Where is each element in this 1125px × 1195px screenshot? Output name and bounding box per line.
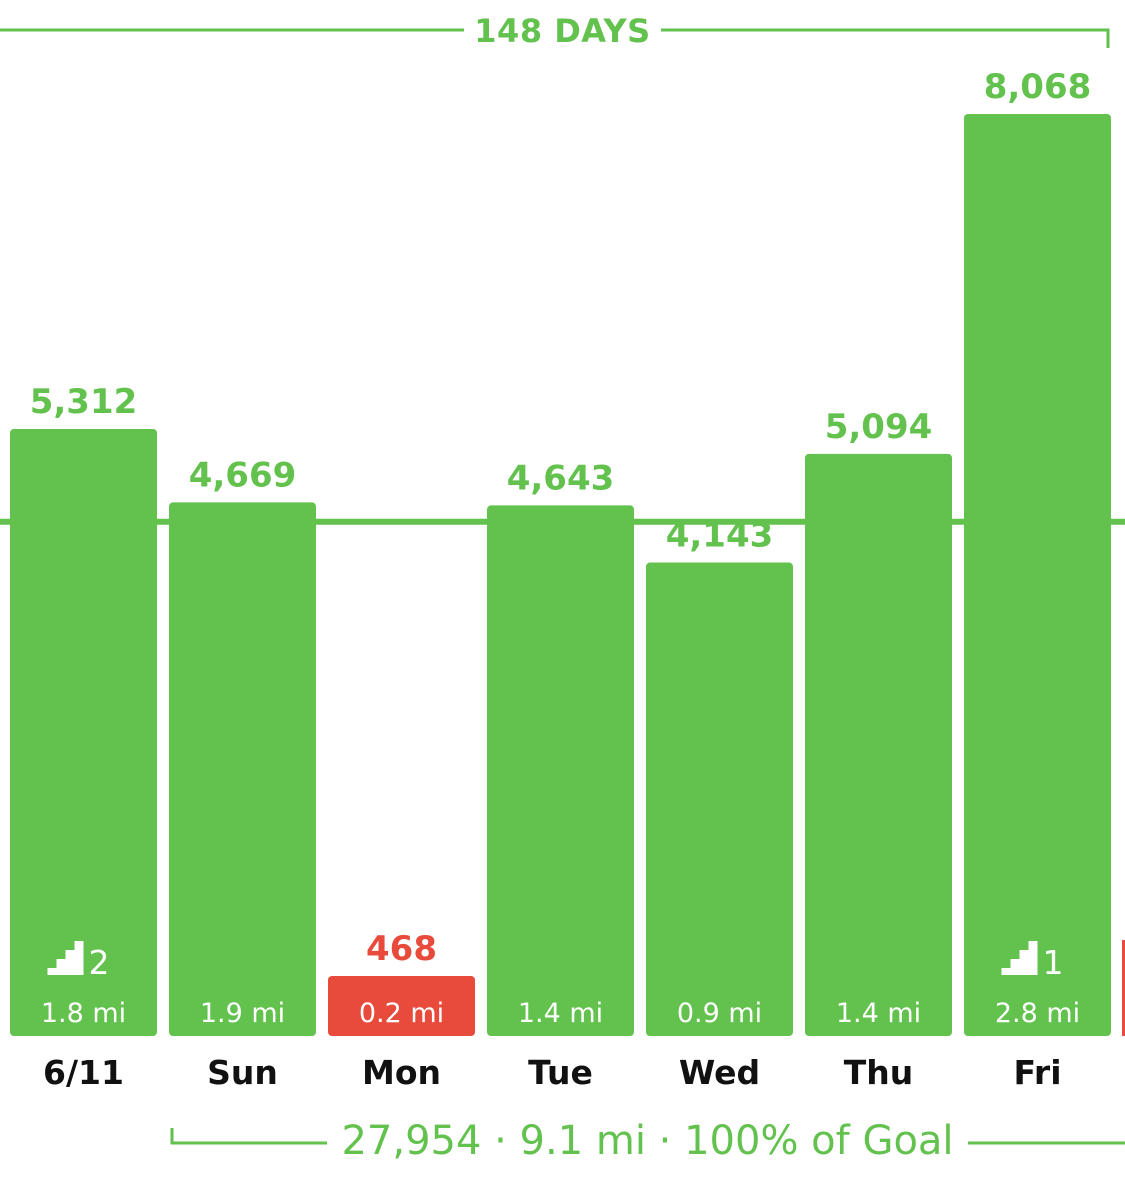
stairs-icon bbox=[1001, 941, 1038, 975]
streak-label: 148 DAYS bbox=[0, 12, 1125, 50]
distance-label-2: 0.2 mi bbox=[359, 998, 444, 1029]
value-label-5: 5,094 bbox=[825, 407, 933, 447]
distance-label-5: 1.4 mi bbox=[836, 998, 921, 1029]
floors-count-6: 1 bbox=[1043, 943, 1064, 982]
day-label-5: Thu bbox=[844, 1053, 914, 1092]
value-label-3: 4,643 bbox=[507, 458, 615, 498]
bar-6[interactable] bbox=[964, 114, 1111, 1036]
bar-0[interactable] bbox=[10, 428, 157, 1036]
bar-4[interactable] bbox=[646, 562, 793, 1036]
value-label-2: 468 bbox=[366, 929, 437, 969]
day-label-0: 6/11 bbox=[43, 1053, 124, 1092]
value-label-0: 5,312 bbox=[30, 382, 138, 422]
floors-count-0: 2 bbox=[89, 943, 110, 982]
week-summary: 27,954 · 9.1 mi · 100% of Goal bbox=[170, 1118, 1125, 1164]
value-label-4: 4,143 bbox=[666, 516, 774, 556]
day-label-4: Wed bbox=[679, 1053, 760, 1092]
bar-5[interactable] bbox=[805, 453, 952, 1037]
bar-1[interactable] bbox=[169, 502, 316, 1036]
value-label-1: 4,669 bbox=[189, 455, 297, 495]
distance-label-6: 2.8 mi bbox=[995, 998, 1080, 1029]
stairs-icon bbox=[47, 941, 84, 975]
day-label-2: Mon bbox=[362, 1053, 441, 1092]
next-bar-edge bbox=[1122, 940, 1125, 1036]
bar-2[interactable] bbox=[328, 976, 475, 1036]
distance-label-0: 1.8 mi bbox=[41, 998, 126, 1029]
value-label-6: 8,068 bbox=[984, 67, 1092, 107]
day-label-6: Fri bbox=[1013, 1053, 1061, 1092]
day-label-3: Tue bbox=[528, 1053, 593, 1092]
distance-label-1: 1.9 mi bbox=[200, 998, 285, 1029]
bar-3[interactable] bbox=[487, 505, 634, 1037]
distance-label-4: 0.9 mi bbox=[677, 998, 762, 1029]
day-label-1: Sun bbox=[207, 1053, 278, 1092]
distance-label-3: 1.4 mi bbox=[518, 998, 603, 1029]
streak-bracket bbox=[0, 28, 1110, 48]
